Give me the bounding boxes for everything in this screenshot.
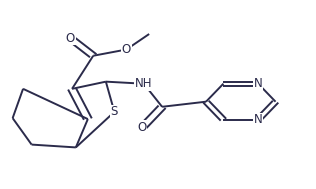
- Text: S: S: [111, 105, 118, 118]
- Text: N: N: [254, 77, 263, 90]
- Text: O: O: [122, 43, 131, 56]
- Text: NH: NH: [135, 77, 153, 90]
- Text: O: O: [66, 32, 75, 45]
- Text: O: O: [137, 121, 147, 134]
- Text: N: N: [254, 113, 263, 126]
